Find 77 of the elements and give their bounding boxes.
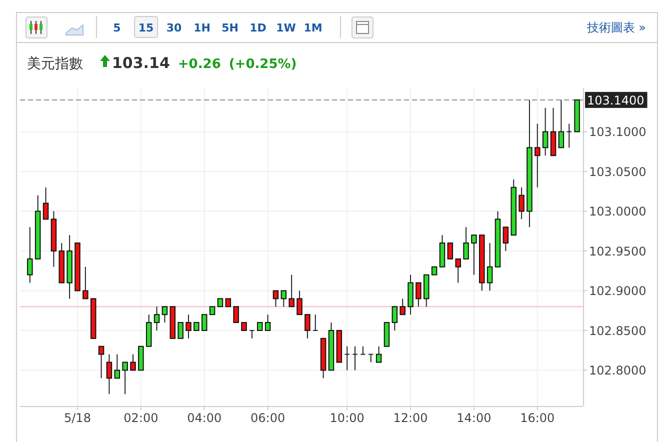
- candlestick: [352, 346, 358, 371]
- candlestick: [447, 242, 454, 260]
- candlestick: [392, 306, 398, 331]
- candlestick: [534, 123, 540, 188]
- candlestick: [264, 314, 271, 331]
- text: 5: [113, 22, 121, 34]
- candlestick: [162, 306, 168, 324]
- candlestick: [296, 290, 302, 316]
- candlestick: [368, 354, 374, 363]
- x-tick-label: 14:00: [456, 411, 492, 425]
- ref-line-label: 103.1400: [587, 93, 644, 108]
- y-tick-label: 103.0500: [589, 164, 646, 179]
- text: +0.26: [178, 57, 221, 72]
- candlestick: [384, 322, 390, 347]
- x-tick-label: 06:00: [250, 411, 286, 425]
- text: 103.14: [112, 54, 170, 72]
- candlestick: [178, 322, 184, 339]
- candlestick: [550, 107, 556, 156]
- x-tick-label: 5/18: [64, 411, 91, 425]
- candlestick: [312, 314, 318, 331]
- x-tick-label: 16:00: [520, 411, 555, 425]
- y-tick-label: 102.9500: [589, 244, 646, 258]
- candlestick: [455, 258, 461, 284]
- candlestick: [400, 298, 406, 316]
- candlestick: [558, 99, 564, 148]
- y-tick-label: 102.9000: [589, 284, 646, 298]
- candlestick: [376, 346, 382, 363]
- candlestick: [502, 226, 509, 252]
- x-tick-label: 12:00: [393, 411, 428, 425]
- text: 1M: [304, 22, 322, 34]
- text: 技術圖表 »: [586, 20, 646, 34]
- candlestick: [424, 274, 430, 308]
- candlestick: [106, 354, 112, 395]
- text: 30: [166, 22, 182, 34]
- text: 5H: [222, 22, 238, 34]
- candlestick: [439, 234, 446, 268]
- candlestick: [98, 346, 104, 379]
- candlestick: [360, 346, 366, 355]
- chart-title: 美元指數: [27, 56, 83, 72]
- candlestick: [486, 242, 493, 292]
- candlestick: [27, 226, 33, 284]
- candlestick: [114, 354, 120, 379]
- candlestick: [416, 282, 422, 308]
- candlestick: [122, 362, 128, 395]
- y-tick-label: 102.8000: [589, 364, 646, 378]
- y-tick-label: 103.0000: [589, 204, 646, 219]
- candlestick: [138, 346, 144, 371]
- candlestick: [154, 306, 160, 331]
- candlestick: [201, 314, 208, 331]
- text: 1D: [250, 22, 266, 34]
- text: 1W: [276, 22, 296, 34]
- candlestick: [186, 314, 192, 339]
- candlestick: [146, 314, 152, 347]
- candlestick: [463, 226, 469, 260]
- candlestick: [233, 306, 239, 324]
- candlestick: [42, 186, 49, 220]
- y-tick-label: 102.8500: [589, 324, 646, 338]
- candlestick: [130, 354, 136, 371]
- candlestick: [408, 274, 414, 316]
- candlestick: [566, 123, 572, 148]
- y-tick-label: 103.1000: [589, 125, 646, 140]
- x-tick-label: 04:00: [187, 411, 222, 425]
- candlestick: [344, 346, 350, 371]
- x-tick-label: 02:00: [124, 411, 158, 425]
- candlestick: [249, 330, 255, 339]
- text: (+0.25%): [228, 57, 297, 72]
- candlestick: [272, 290, 279, 308]
- candlestick: [82, 266, 88, 300]
- x-tick-label: 10:00: [330, 411, 364, 425]
- candlestick: [542, 107, 548, 156]
- candlestick: [280, 290, 287, 308]
- candlestick: [518, 186, 524, 220]
- candlestick: [304, 314, 310, 339]
- text: 15: [138, 22, 154, 34]
- candlestick: [471, 234, 477, 276]
- text: 1H: [194, 22, 210, 34]
- candlestick: [288, 274, 294, 308]
